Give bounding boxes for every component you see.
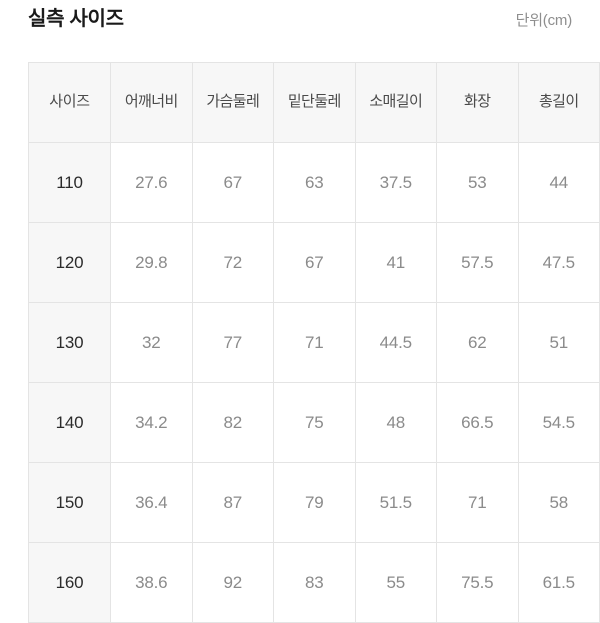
table-body: 110 27.6 67 63 37.5 53 44 120 29.8 72 67… — [28, 142, 600, 623]
size-chart-page: 실측 사이즈 단위(cm) 사이즈 어깨너비 가슴둘레 밑단둘레 소매길이 화장… — [28, 0, 600, 623]
cell-hem: 83 — [273, 542, 356, 623]
table-row: 140 34.2 82 75 48 66.5 54.5 — [28, 382, 600, 463]
cell-arm-span: 57.5 — [436, 222, 519, 303]
table-header: 사이즈 어깨너비 가슴둘레 밑단둘레 소매길이 화장 총길이 — [28, 62, 600, 143]
cell-total: 58 — [518, 462, 600, 543]
cell-sleeve: 51.5 — [355, 462, 437, 543]
cell-total: 54.5 — [518, 382, 600, 463]
cell-hem: 79 — [273, 462, 356, 543]
cell-size: 110 — [28, 142, 111, 223]
size-chart-header: 실측 사이즈 단위(cm) — [28, 0, 572, 62]
cell-size: 120 — [28, 222, 111, 303]
cell-hem: 63 — [273, 142, 356, 223]
cell-total: 61.5 — [518, 542, 600, 623]
table-row: 130 32 77 71 44.5 62 51 — [28, 302, 600, 383]
cell-chest: 77 — [192, 302, 274, 383]
size-measurement-table: 사이즈 어깨너비 가슴둘레 밑단둘레 소매길이 화장 총길이 110 27.6 … — [28, 62, 600, 623]
table-row: 110 27.6 67 63 37.5 53 44 — [28, 142, 600, 223]
header-row: 사이즈 어깨너비 가슴둘레 밑단둘레 소매길이 화장 총길이 — [28, 62, 600, 143]
cell-hem: 75 — [273, 382, 356, 463]
cell-chest: 67 — [192, 142, 274, 223]
cell-arm-span: 66.5 — [436, 382, 519, 463]
cell-arm-span: 75.5 — [436, 542, 519, 623]
table-row: 150 36.4 87 79 51.5 71 58 — [28, 462, 600, 543]
cell-sleeve: 44.5 — [355, 302, 437, 383]
cell-chest: 87 — [192, 462, 274, 543]
page-title: 실측 사이즈 — [28, 8, 124, 30]
cell-sleeve: 41 — [355, 222, 437, 303]
cell-size: 130 — [28, 302, 111, 383]
cell-sleeve: 37.5 — [355, 142, 437, 223]
table-row: 120 29.8 72 67 41 57.5 47.5 — [28, 222, 600, 303]
table-row: 160 38.6 92 83 55 75.5 61.5 — [28, 542, 600, 623]
cell-shoulder: 38.6 — [110, 542, 193, 623]
column-header-arm-span: 화장 — [436, 62, 519, 143]
column-header-hem: 밑단둘레 — [273, 62, 356, 143]
cell-hem: 67 — [273, 222, 356, 303]
column-header-size: 사이즈 — [28, 62, 111, 143]
column-header-total: 총길이 — [518, 62, 600, 143]
cell-total: 51 — [518, 302, 600, 383]
column-header-sleeve: 소매길이 — [355, 62, 437, 143]
cell-total: 47.5 — [518, 222, 600, 303]
cell-chest: 92 — [192, 542, 274, 623]
unit-label: 단위(cm) — [515, 12, 573, 29]
cell-size: 160 — [28, 542, 111, 623]
cell-arm-span: 71 — [436, 462, 519, 543]
cell-size: 150 — [28, 462, 111, 543]
cell-arm-span: 53 — [436, 142, 519, 223]
cell-shoulder: 34.2 — [110, 382, 193, 463]
cell-shoulder: 36.4 — [110, 462, 193, 543]
cell-sleeve: 48 — [355, 382, 437, 463]
cell-shoulder: 29.8 — [110, 222, 193, 303]
cell-hem: 71 — [273, 302, 356, 383]
cell-arm-span: 62 — [436, 302, 519, 383]
column-header-shoulder: 어깨너비 — [110, 62, 193, 143]
cell-chest: 72 — [192, 222, 274, 303]
cell-total: 44 — [518, 142, 600, 223]
cell-shoulder: 27.6 — [110, 142, 193, 223]
cell-chest: 82 — [192, 382, 274, 463]
cell-shoulder: 32 — [110, 302, 193, 383]
column-header-chest: 가슴둘레 — [192, 62, 274, 143]
cell-sleeve: 55 — [355, 542, 437, 623]
cell-size: 140 — [28, 382, 111, 463]
